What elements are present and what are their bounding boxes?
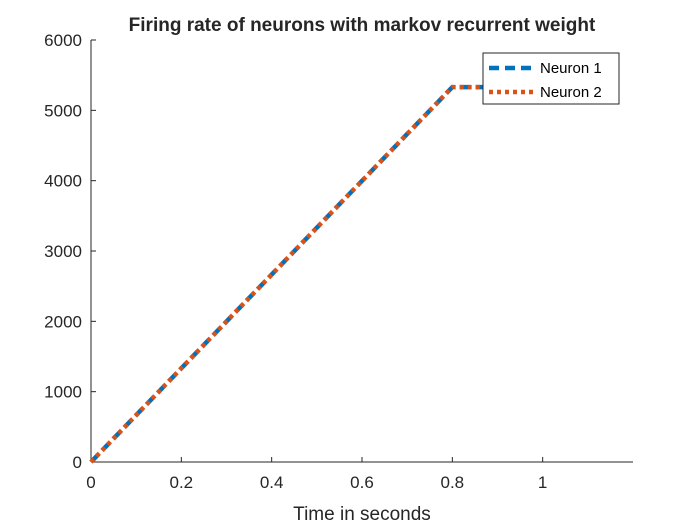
series-line-1 (89, 84, 493, 464)
axes-layer (90, 39, 633, 463)
y-tick-label: 6000 (44, 31, 82, 50)
x-tick-label: 0.2 (170, 473, 194, 492)
x-tick-label: 0.4 (260, 473, 284, 492)
legend: Neuron 1 Neuron 2 (482, 52, 620, 105)
x-tick-label: 1 (538, 473, 547, 492)
y-tick-label: 4000 (44, 172, 82, 191)
y-tick-label: 2000 (44, 312, 82, 331)
tick-label-layer: 0 0.2 0.4 0.6 0.8 1 0 1000 2000 3000 4000 5000 6000 (44, 31, 547, 492)
legend-box (482, 52, 620, 105)
series-layer (89, 84, 493, 464)
legend-label-1: Neuron 1 (540, 60, 602, 77)
y-tick-label: 3000 (44, 242, 82, 261)
x-tick-label: 0.8 (441, 473, 465, 492)
series-line-2 (89, 84, 493, 464)
y-tick-label: 1000 (44, 383, 82, 402)
y-tick-label: 0 (73, 453, 82, 472)
x-axis-label: Time in seconds (293, 504, 431, 525)
legend-label-2: Neuron 2 (540, 84, 602, 101)
y-tick-label: 5000 (44, 101, 82, 120)
chart-title: Firing rate of neurons with markov recur… (129, 15, 596, 36)
x-tick-label: 0.6 (350, 473, 374, 492)
x-tick-label: 0 (86, 473, 95, 492)
